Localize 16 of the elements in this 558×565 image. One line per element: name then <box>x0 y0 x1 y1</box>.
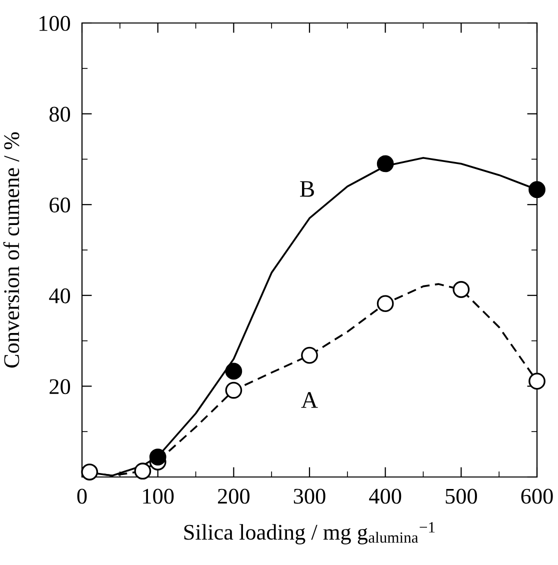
x-tick-label: 0 <box>77 488 87 504</box>
x-tick-label: 200 <box>218 488 250 504</box>
annotation: A <box>301 392 318 408</box>
y-tick-label: 40 <box>49 288 70 304</box>
y-tick-label: 60 <box>50 198 70 213</box>
x-axis-title: Silica loading / mg g$_{alumina}$$^{−1}$ <box>184 522 435 544</box>
x-tick-label: 600 <box>521 488 553 504</box>
x-tick-label: 500 <box>446 488 477 504</box>
annotation: B <box>300 181 314 197</box>
x-tick-label: 400 <box>369 488 402 504</box>
y-tick-label: 80 <box>50 106 70 122</box>
y-tick-label: 100 <box>40 16 70 31</box>
x-tick-label: 300 <box>294 488 326 504</box>
x-tick-label: 100 <box>143 488 174 504</box>
y-axis-title: Conversion of cumene / % <box>3 132 20 368</box>
y-tick-label: 20 <box>50 379 70 394</box>
